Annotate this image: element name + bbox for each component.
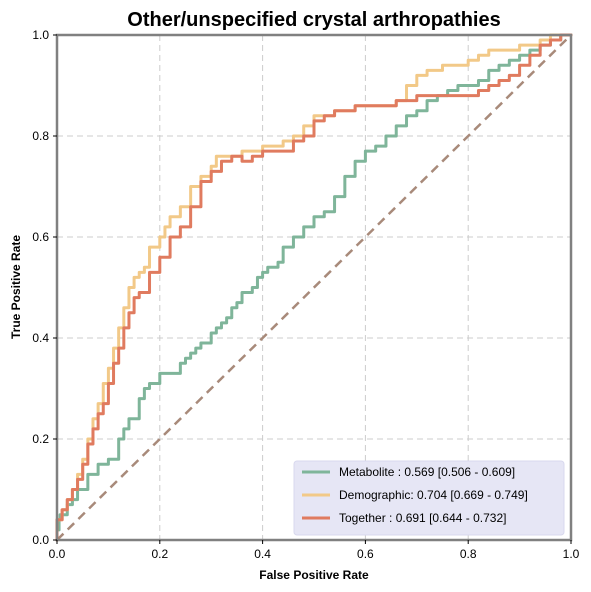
series-line-metabolite [55, 33, 573, 542]
legend: Metabolite : 0.569 [0.506 - 0.609] Demogr… [293, 460, 565, 536]
x-tick-label: 1.0 [563, 547, 580, 561]
y-tick-label: 0.2 [32, 432, 49, 446]
series-lines [55, 33, 573, 542]
legend-label-metabolite: Metabolite : 0.569 [0.506 - 0.609] [339, 465, 515, 479]
axis-ticks: 0.0 0.2 0.4 0.6 0.8 1.0 0.0 0.2 0.4 0.6 0.8 1.0 [32, 28, 579, 561]
x-tick-label: 0.0 [49, 547, 66, 561]
legend-label-demographic: Demographic: 0.704 [0.669 - 0.749] [339, 488, 528, 502]
y-axis-label: True Positive Rate [9, 235, 23, 339]
y-tick-label: 0.0 [32, 533, 49, 547]
y-tick-label: 0.8 [32, 129, 49, 143]
x-tick-label: 0.4 [254, 547, 271, 561]
legend-box [293, 460, 565, 536]
x-axis-label: False Positive Rate [259, 568, 369, 582]
grid [57, 35, 571, 540]
x-tick-label: 0.2 [151, 547, 168, 561]
y-tick-label: 0.4 [32, 331, 49, 345]
y-tick-label: 1.0 [32, 28, 49, 42]
y-tick-label: 0.6 [32, 230, 49, 244]
x-tick-label: 0.6 [357, 547, 374, 561]
x-tick-label: 0.8 [460, 547, 477, 561]
plot-frame [55, 33, 573, 542]
chart-title: Other/unspecified crystal arthropathies [127, 9, 500, 31]
chance-diagonal [56, 34, 572, 541]
series-line-together [55, 33, 573, 542]
legend-label-together: Together : 0.691 [0.644 - 0.732] [339, 511, 506, 525]
